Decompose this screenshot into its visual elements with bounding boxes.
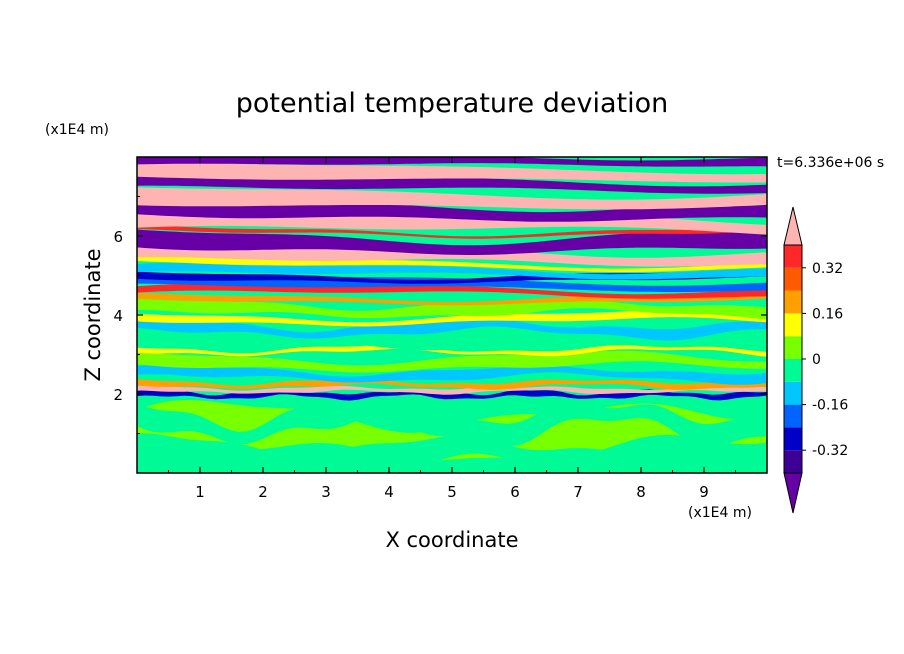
x-tick-label: 2 (258, 483, 268, 501)
colorbar-label: 0 (812, 352, 821, 368)
x-tick-label: 8 (636, 483, 646, 501)
contour-band-cyan (137, 364, 767, 385)
colorbar-label: -0.16 (812, 398, 848, 414)
y-axis-ticks: 2 4 6 (113, 196, 767, 434)
colorbar: 0.32 0.16 0 -0.16 -0.32 (783, 206, 848, 514)
y-tick-label: 6 (113, 228, 123, 246)
contour-band-red (137, 225, 767, 239)
colorbar-swatch (784, 267, 802, 291)
plot-area (137, 157, 767, 473)
contour-band-yellow (137, 255, 767, 272)
colorbar-swatch (784, 404, 802, 428)
x-axis-label: X coordinate (385, 528, 518, 552)
x-tick-label: 5 (447, 483, 457, 501)
colorbar-swatch (784, 427, 802, 451)
contour-band-pink (137, 385, 767, 395)
x-tick-label: 6 (510, 483, 520, 501)
colorbar-swatch (784, 381, 802, 405)
contour-band-pink (137, 161, 767, 183)
colorbar-swatch (784, 245, 802, 268)
colorbar-swatch (784, 450, 802, 473)
colorbar-extend-min (783, 472, 803, 514)
contour-band-purple (137, 229, 767, 255)
colorbar-extend-max (783, 206, 803, 246)
colorbar-label: -0.32 (812, 443, 848, 459)
colorbar-swatch (784, 290, 802, 314)
contour-bands (137, 157, 767, 473)
x-tick-label: 4 (384, 483, 394, 501)
contour-band-lime (137, 298, 767, 320)
contour-band-cyan (137, 317, 767, 341)
x-unit-label: (x1E4 m) (688, 505, 752, 521)
contour-band-cyan (137, 262, 767, 280)
colorbar-label: 0.32 (812, 261, 843, 277)
y-axis-label: Z coordinate (81, 248, 105, 381)
contour-band-green (137, 396, 767, 448)
x-axis-ticks: 1 2 3 4 5 6 7 8 9 (168, 157, 736, 501)
chart-title: potential temperature deviation (236, 88, 668, 119)
colorbar-swatch (784, 313, 802, 337)
y-unit-label: (x1E4 m) (45, 122, 109, 138)
x-tick-label: 1 (195, 483, 205, 501)
x-tick-label: 3 (321, 483, 331, 501)
contour-band-lime (137, 350, 767, 373)
contour-band-pink (137, 187, 767, 210)
colorbar-swatch (784, 359, 802, 382)
y-tick-label: 4 (113, 307, 123, 325)
colorbar-swatch (784, 336, 802, 359)
time-label: t=6.336e+06 s (777, 155, 884, 171)
contour-band-green (137, 433, 767, 473)
x-tick-label: 7 (573, 483, 583, 501)
colorbar-label: 0.16 (812, 306, 843, 322)
contour-band-yellow (137, 310, 767, 327)
contour-band-navy (137, 270, 767, 284)
contour-band-yellow (137, 344, 767, 357)
x-tick-label: 9 (699, 483, 709, 501)
y-tick-label: 2 (113, 386, 123, 404)
contour-band-orange (137, 378, 767, 390)
